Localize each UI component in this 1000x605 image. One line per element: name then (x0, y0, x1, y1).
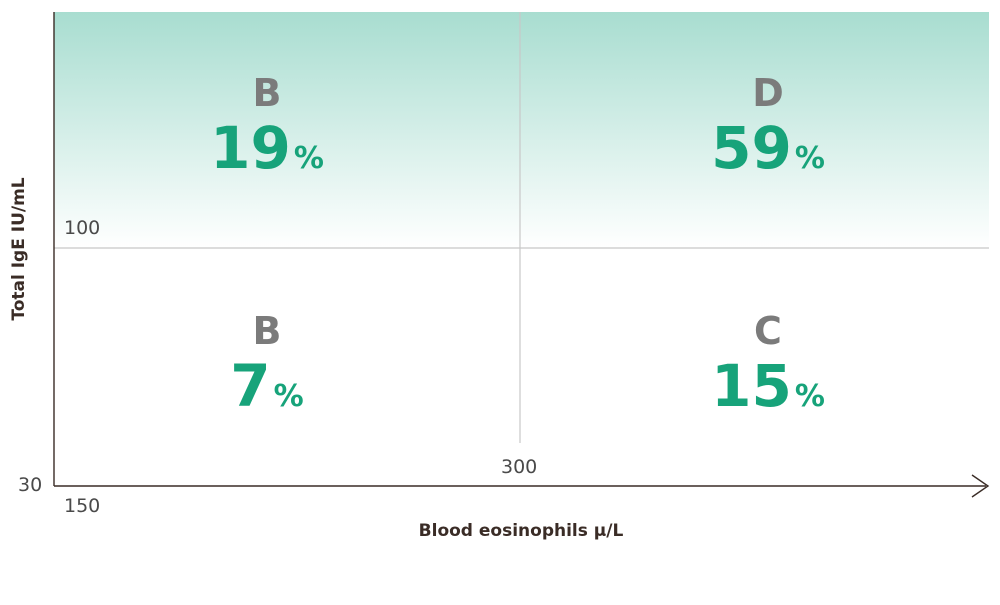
quadrant-percent-unit: % (795, 379, 825, 414)
x-tick-label-150: 150 (64, 495, 100, 517)
y-axis-title: Total IgE IU/mL (9, 177, 29, 320)
quadrant-value-bottom-right: 15% (711, 352, 825, 420)
quadrant-percent-number: 59 (711, 114, 792, 182)
upper-shaded-region (54, 12, 989, 248)
quadrant-value-top-left: 19% (210, 114, 324, 182)
quadrant-letter-top-left: B (253, 71, 282, 115)
quadrant-letter-bottom-right: C (754, 309, 782, 353)
quadrant-value-bottom-left: 7% (230, 352, 303, 420)
y-tick-label-100: 100 (64, 217, 100, 239)
quadrant-letter-top-right: D (752, 71, 784, 115)
quadrant-labels: B19 %D59 %B7 %C15% (210, 71, 825, 420)
quadrant-percent-number: 15 (711, 352, 792, 420)
y-tick-label-30: 30 (18, 474, 42, 496)
quadrant-value-top-right: 59% (711, 114, 825, 182)
x-tick-label-300: 300 (501, 456, 537, 478)
quadrant-percent-number: 19 (210, 114, 291, 182)
quadrant-percent-unit: % (795, 141, 825, 176)
x-axis-arrowhead (971, 474, 990, 498)
quadrant-letter-bottom-left: B (253, 309, 282, 353)
x-axis-title: Blood eosinophils µ/L (419, 521, 624, 541)
quadrant-percent-unit: % (274, 379, 304, 414)
quadrant-percent-unit: % (294, 141, 324, 176)
quadrant-percent-number: 7 (230, 352, 270, 420)
